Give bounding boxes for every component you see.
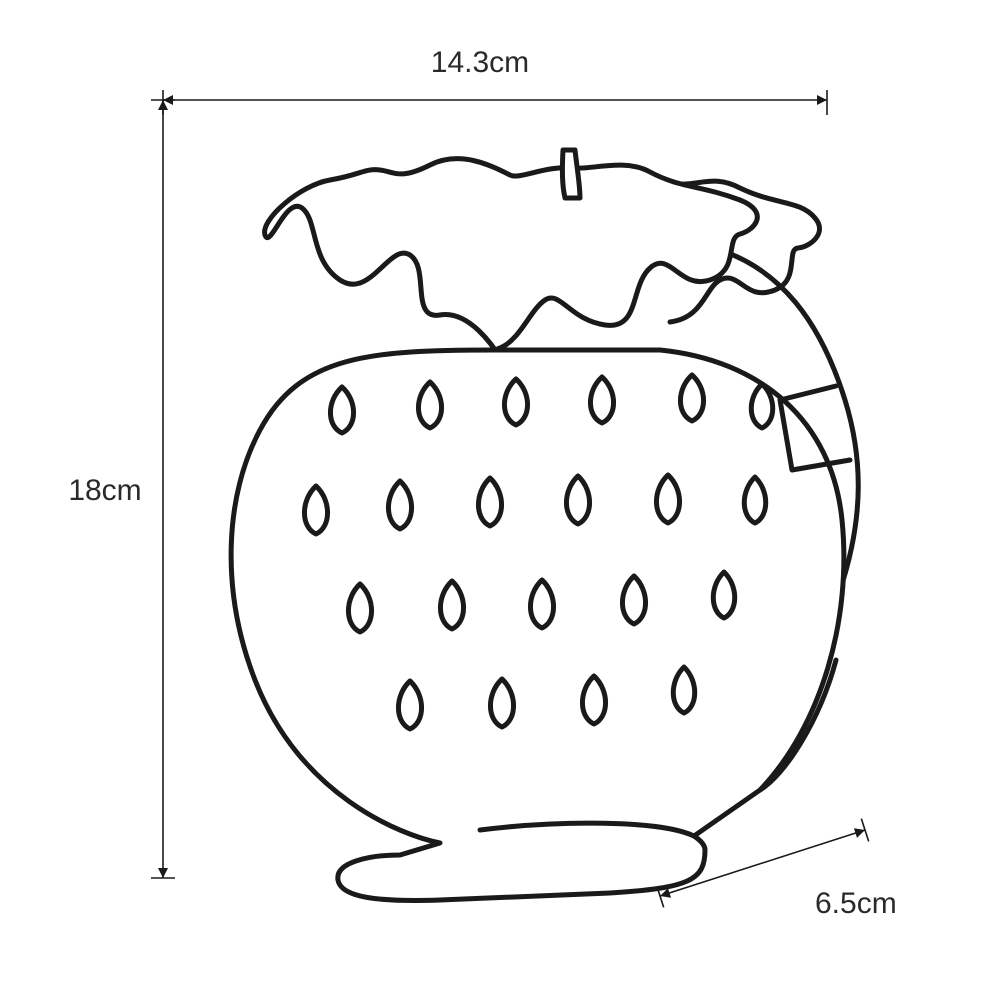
width-label: 14.3cm bbox=[431, 46, 529, 79]
height-label: 18cm bbox=[68, 474, 141, 507]
strawberry-outline bbox=[231, 150, 858, 900]
dimension-diagram: 14.3cm 18cm 6.5cm bbox=[0, 0, 1000, 1000]
depth-label: 6.5cm bbox=[815, 887, 897, 920]
leaf-front bbox=[265, 159, 758, 350]
dimension-width: 14.3cm bbox=[163, 46, 827, 115]
stem bbox=[562, 150, 580, 198]
dimension-height: 18cm bbox=[68, 100, 175, 878]
